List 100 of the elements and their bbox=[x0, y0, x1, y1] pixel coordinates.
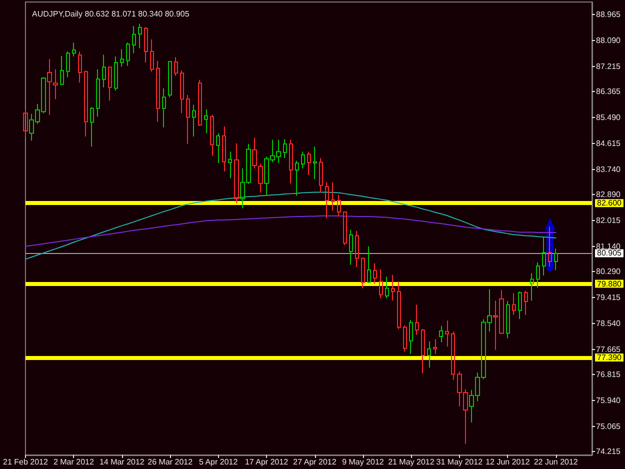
candlestick bbox=[186, 94, 190, 144]
y-tick-label: 75.065 bbox=[596, 422, 622, 431]
candlestick bbox=[536, 262, 540, 288]
candlestick bbox=[114, 56, 118, 92]
candlestick bbox=[331, 182, 335, 212]
x-tick-label: 2 Mar 2012 bbox=[53, 458, 94, 466]
candlestick bbox=[96, 68, 100, 118]
candlestick bbox=[192, 104, 196, 138]
y-tick-label: 80.290 bbox=[596, 267, 622, 276]
candlestick bbox=[222, 126, 226, 172]
candlestick bbox=[66, 50, 70, 78]
candlestick bbox=[174, 56, 178, 76]
candlestick bbox=[216, 132, 220, 164]
candlestick bbox=[433, 338, 437, 354]
y-tick-label: 86.365 bbox=[596, 87, 622, 96]
candlestick bbox=[512, 292, 516, 316]
candlestick bbox=[23, 109, 28, 138]
candlestick bbox=[518, 290, 522, 320]
candlestick bbox=[90, 106, 94, 148]
candlestick bbox=[439, 325, 443, 343]
candlestick bbox=[204, 108, 208, 134]
candlestick bbox=[361, 257, 365, 289]
candlestick bbox=[397, 280, 401, 330]
candlestick bbox=[554, 248, 558, 271]
candlestick bbox=[78, 50, 82, 84]
y-tick-label: 85.490 bbox=[596, 113, 622, 122]
candlestick bbox=[60, 55, 64, 86]
candlestick bbox=[295, 160, 299, 196]
candlestick bbox=[506, 300, 510, 339]
y-tick-label: 79.415 bbox=[596, 293, 622, 302]
candlestick bbox=[102, 54, 106, 88]
candlestick bbox=[524, 290, 528, 316]
candlestick bbox=[156, 60, 160, 122]
candlestick bbox=[72, 42, 76, 58]
candlestick bbox=[373, 262, 377, 284]
y-tick-label: 87.215 bbox=[596, 62, 622, 71]
candlestick bbox=[283, 138, 287, 159]
x-tick-label: 12 Jun 2012 bbox=[486, 458, 530, 466]
ref-line-label: 79.880 bbox=[597, 279, 622, 288]
candlestick bbox=[252, 137, 257, 169]
ref-line-label: 82.600 bbox=[597, 198, 622, 208]
candlestick bbox=[301, 151, 305, 169]
candlestick bbox=[325, 182, 329, 219]
x-tick-label: 14 Mar 2012 bbox=[99, 458, 145, 466]
candlestick bbox=[313, 146, 317, 180]
candlestick bbox=[548, 226, 552, 268]
candlestick bbox=[162, 88, 166, 128]
candlestick bbox=[415, 304, 419, 336]
candlestick bbox=[198, 79, 202, 126]
candlestick bbox=[307, 151, 311, 176]
candlestick bbox=[47, 58, 52, 116]
x-tick-label: 17 Apr 2012 bbox=[244, 458, 289, 466]
x-tick-label: 21 Feb 2012 bbox=[2, 458, 48, 466]
y-tick-label: 74.215 bbox=[596, 447, 622, 456]
candlestick bbox=[138, 23, 142, 49]
candlestick bbox=[132, 26, 136, 54]
candlestick bbox=[451, 330, 455, 380]
candlestick bbox=[258, 163, 263, 194]
x-tick-label: 26 Mar 2012 bbox=[148, 458, 194, 466]
candlestick bbox=[385, 276, 389, 299]
candlestick bbox=[391, 274, 395, 302]
candlestick bbox=[403, 325, 407, 352]
candlestick bbox=[445, 320, 449, 348]
y-tick-label: 75.940 bbox=[596, 396, 622, 405]
x-tick-label: 9 May 2012 bbox=[342, 458, 384, 466]
ref-line-label: 80.905 bbox=[597, 248, 622, 258]
candlestick bbox=[421, 328, 425, 374]
line-series bbox=[24, 192, 556, 260]
ref-line-label: 77.390 bbox=[597, 353, 622, 362]
y-tick-label: 76.815 bbox=[596, 370, 622, 380]
candlestick bbox=[180, 70, 184, 114]
y-tick-label: 78.540 bbox=[596, 318, 622, 328]
y-tick-label: 81.140 bbox=[596, 242, 622, 251]
candlestick bbox=[228, 151, 232, 179]
candlestick bbox=[379, 268, 383, 299]
candlestick bbox=[120, 48, 124, 68]
candlestick bbox=[355, 230, 359, 268]
y-tick-label: 82.015 bbox=[596, 216, 622, 225]
candlestick bbox=[210, 114, 214, 156]
candlestick bbox=[343, 210, 347, 246]
candlestick bbox=[150, 38, 154, 72]
y-tick-label: 82.890 bbox=[596, 190, 622, 200]
y-tick-label: 88.965 bbox=[596, 10, 622, 20]
candlestick bbox=[319, 158, 323, 194]
text: AUDJPY,Daily 80.632 81.071 80.340 80.905 bbox=[32, 10, 190, 18]
candlestick bbox=[84, 70, 88, 138]
candlestick bbox=[126, 42, 130, 66]
candlestick bbox=[409, 319, 413, 354]
x-tick-label: 21 May 2012 bbox=[388, 458, 435, 466]
candlestick bbox=[289, 139, 293, 184]
candlestick bbox=[108, 66, 112, 102]
candlestick bbox=[168, 60, 172, 98]
x-tick-label: 5 Apr 2012 bbox=[198, 458, 238, 466]
y-tick-label: 77.665 bbox=[596, 344, 622, 354]
y-tick-label: 83.740 bbox=[596, 164, 622, 174]
line-series bbox=[24, 215, 556, 247]
candlestick bbox=[542, 236, 546, 276]
candlestick bbox=[530, 272, 534, 302]
candlestick bbox=[337, 194, 341, 217]
candlestick bbox=[144, 26, 148, 63]
